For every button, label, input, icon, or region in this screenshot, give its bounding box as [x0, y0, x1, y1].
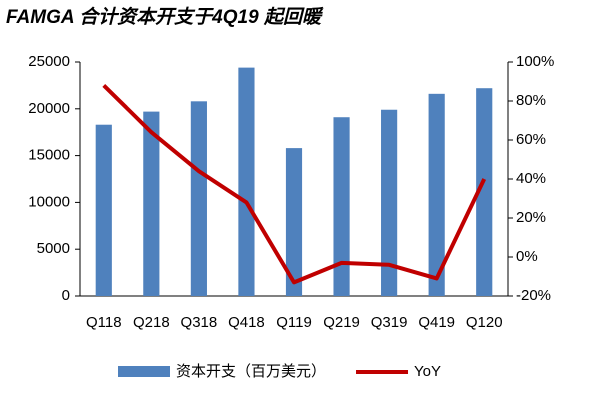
- y2-tick-label: 60%: [516, 131, 546, 148]
- y-tick-label: 10000: [28, 193, 70, 210]
- y-tick-label: 0: [62, 287, 70, 304]
- y2-tick-label: 20%: [516, 209, 546, 226]
- y2-tick-label: 80%: [516, 92, 546, 109]
- bar: [333, 117, 350, 296]
- x-tick-label: Q418: [228, 314, 265, 331]
- y2-tick-label: 100%: [516, 53, 554, 70]
- bar: [95, 124, 112, 296]
- x-tick-label: Q319: [371, 314, 408, 331]
- y2-tick-label: 0%: [516, 248, 538, 265]
- x-tick-label: Q119: [276, 314, 312, 331]
- y-tick-label: 20000: [28, 100, 70, 117]
- x-tick-label: Q419: [418, 314, 455, 331]
- y2-tick-label: 40%: [516, 170, 546, 187]
- x-tick-label: Q218: [133, 314, 170, 331]
- bar: [285, 148, 303, 296]
- legend-label: 资本开支（百万美元）: [176, 363, 326, 380]
- legend-swatch: [118, 366, 170, 377]
- x-tick-label: Q219: [323, 314, 360, 331]
- y-tick-label: 25000: [28, 53, 70, 70]
- x-tick-label: Q318: [181, 314, 218, 331]
- y2-tick-label: -20%: [516, 287, 551, 304]
- chart-title: FAMGA 合计资本开支于4Q19 起回暖: [6, 6, 324, 28]
- line: [102, 83, 487, 285]
- y-tick-label: 15000: [28, 147, 70, 164]
- x-tick-label: Q120: [466, 314, 503, 331]
- bar: [476, 88, 493, 296]
- legend-label: YoY: [414, 363, 441, 380]
- bar: [190, 101, 207, 296]
- bar: [143, 111, 160, 296]
- bar: [428, 93, 445, 296]
- x-tick-label: Q118: [86, 314, 122, 331]
- y-tick-label: 5000: [37, 240, 70, 257]
- bar: [381, 109, 398, 297]
- bar: [238, 67, 255, 296]
